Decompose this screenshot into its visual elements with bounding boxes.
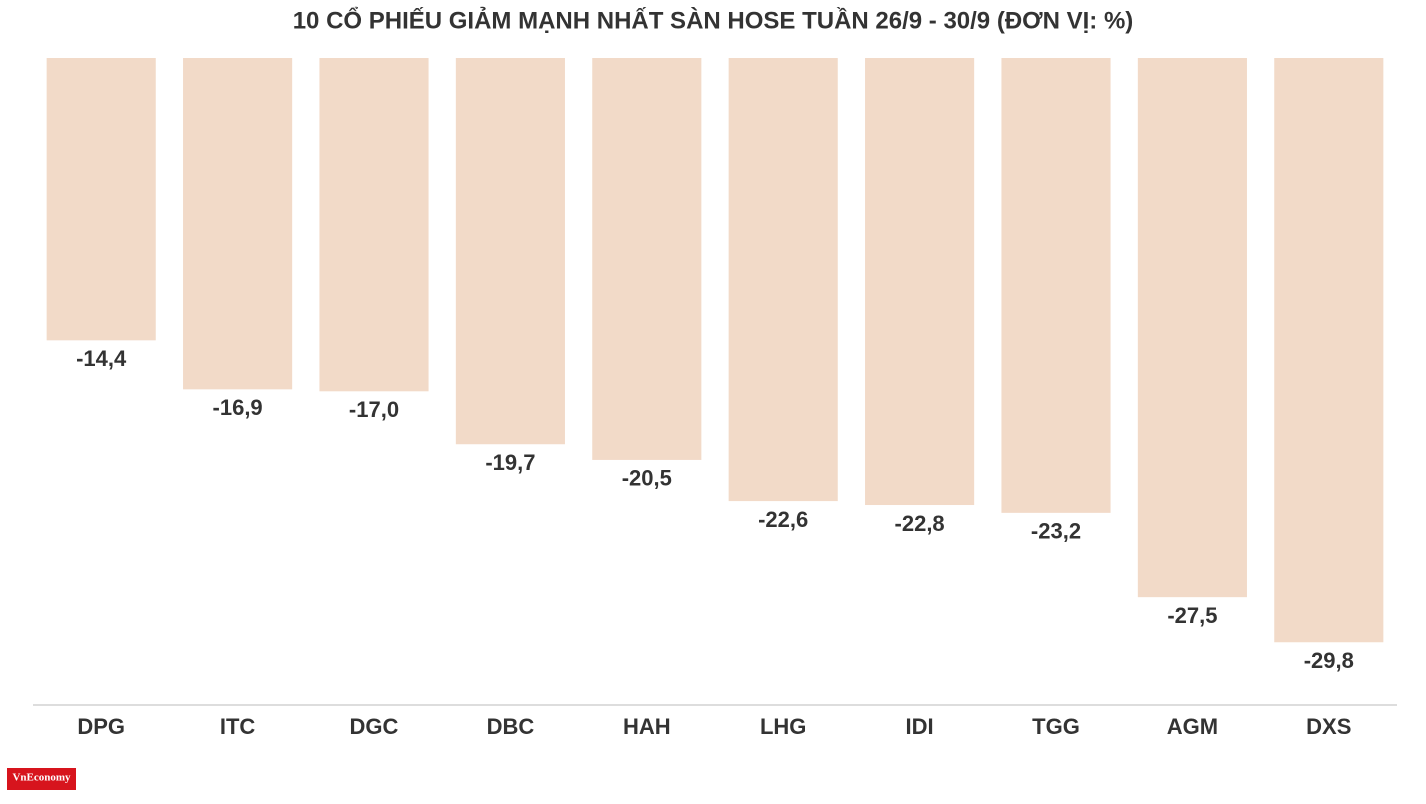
bar: [1137, 58, 1247, 598]
value-label: -29,8: [1304, 648, 1354, 673]
value-label: -16,9: [213, 395, 263, 420]
value-label: -22,8: [895, 511, 945, 536]
bar: [455, 58, 565, 445]
value-label: -17,0: [349, 397, 399, 422]
x-tick-label: DBC: [487, 714, 535, 739]
bar: [592, 58, 702, 460]
value-label: -23,2: [1031, 519, 1081, 544]
value-label: -27,5: [1167, 603, 1217, 628]
x-tick-label: IDI: [906, 714, 934, 739]
x-tick-label: DGC: [350, 714, 399, 739]
x-tick-label: TGG: [1032, 714, 1080, 739]
logo: VnEconomy: [12, 772, 71, 784]
x-tick-label: DXS: [1306, 714, 1351, 739]
x-tick-label: LHG: [760, 714, 806, 739]
value-label: -14,4: [76, 346, 127, 371]
bar: [1274, 58, 1384, 643]
bar: [46, 58, 156, 341]
bar: [728, 58, 838, 502]
x-tick-label: DPG: [77, 714, 125, 739]
chart-title: 10 CỔ PHIẾU GIẢM MẠNH NHẤT SÀN HOSE TUẦN…: [293, 5, 1134, 34]
value-label: -22,6: [758, 507, 808, 532]
x-tick-label: AGM: [1167, 714, 1218, 739]
value-label: -19,7: [485, 450, 535, 475]
bar: [183, 58, 293, 390]
value-label: -20,5: [622, 466, 672, 491]
x-tick-label: ITC: [220, 714, 256, 739]
x-tick-label: HAH: [623, 714, 671, 739]
bar: [865, 58, 975, 506]
logo-box: [7, 768, 76, 790]
bar: [319, 58, 429, 392]
bar: [1001, 58, 1111, 513]
